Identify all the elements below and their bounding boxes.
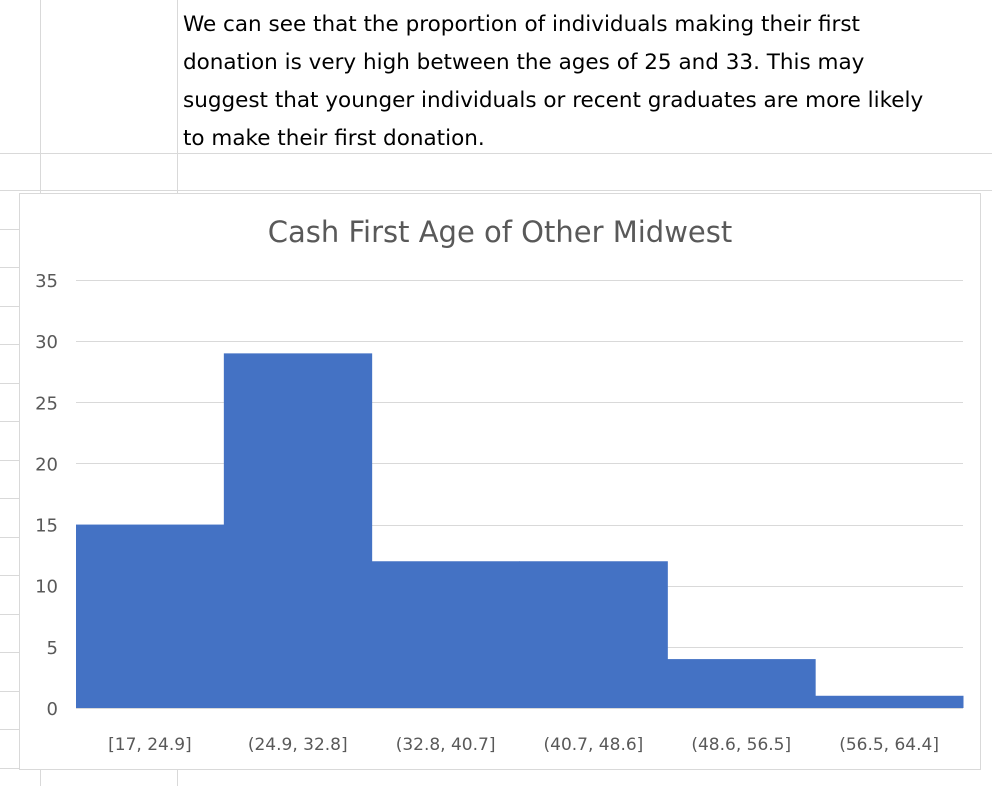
x-tick-label: (40.7, 48.6]	[544, 735, 644, 755]
histogram-bar	[76, 524, 225, 708]
note-line: We can see that the proportion of indivi…	[183, 12, 860, 37]
y-tick-label: 0	[47, 699, 58, 720]
y-tick-label: 15	[35, 516, 58, 537]
y-tick-label: 20	[35, 454, 58, 475]
histogram-bar	[815, 695, 964, 708]
histogram-bar	[667, 659, 816, 708]
y-tick-label: 25	[35, 393, 58, 414]
x-tick-label: (56.5, 64.4]	[839, 735, 939, 755]
histogram-bar	[223, 353, 373, 708]
chart-title: Cash First Age of Other Midwest	[267, 215, 733, 249]
cell-note-text[interactable]: We can see that the proportion of indivi…	[183, 6, 988, 158]
histogram-bar	[519, 561, 668, 708]
note-line: to make their first donation.	[183, 126, 485, 151]
x-tick-label: (48.6, 56.5]	[691, 735, 791, 755]
y-tick-label: 5	[47, 638, 58, 659]
y-tick-label: 10	[35, 577, 58, 598]
x-tick-label: [17, 24.9]	[108, 735, 192, 755]
x-tick-label: (24.9, 32.8]	[248, 735, 348, 755]
note-line: suggest that younger individuals or rece…	[183, 88, 924, 113]
x-tick-label: (32.8, 40.7]	[396, 735, 496, 755]
histogram-bar	[371, 561, 520, 708]
y-tick-label: 35	[35, 271, 58, 292]
note-line: donation is very high between the ages o…	[183, 50, 865, 75]
y-tick-label: 30	[35, 332, 58, 353]
